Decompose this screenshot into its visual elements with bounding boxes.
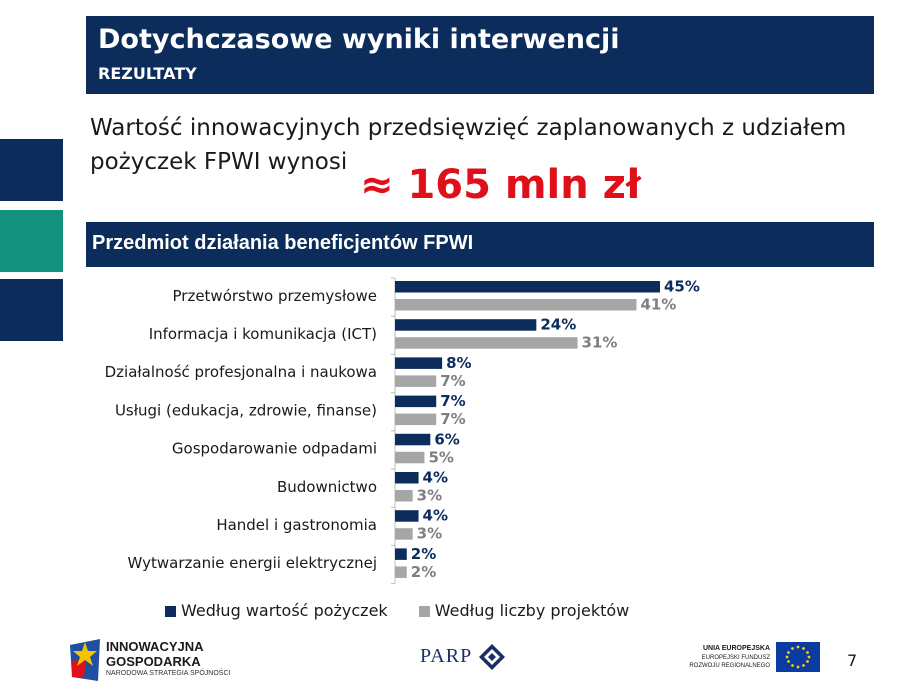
- decor-square-teal: [0, 210, 63, 272]
- data-label: 3%: [417, 487, 442, 505]
- data-label: 7%: [440, 372, 465, 390]
- data-label: 4%: [423, 507, 448, 525]
- category-label: Budownictwo: [277, 478, 377, 496]
- bar-loan-value: [395, 510, 419, 522]
- chart-legend: Według wartość pożyczek Według liczby pr…: [165, 601, 655, 620]
- intro-line-2: pożyczek FPWI wynosi: [90, 149, 348, 175]
- data-label: 24%: [540, 316, 576, 334]
- bar-loan-value: [395, 472, 419, 484]
- category-label: Działalność profesjonalna i naukowa: [105, 363, 377, 381]
- eu-fund-logo: UNIA EUROPEJSKA EUROPEJSKI FUNDUSZ ROZWO…: [689, 641, 820, 677]
- data-label: 7%: [440, 410, 465, 428]
- eu-logo-line2: EUROPEJSKI FUNDUSZ: [701, 655, 770, 661]
- legend-swatch-navy: [165, 606, 176, 617]
- legend-swatch-gray: [418, 606, 430, 617]
- decor-square-navy-top: [0, 139, 63, 201]
- bar-loan-value: [395, 395, 437, 408]
- data-label: 8%: [446, 354, 471, 372]
- section-title: Przedmiot działania beneficjentów FPWI: [92, 232, 474, 254]
- legend-item-project-count: Według liczby projektów: [418, 601, 630, 620]
- data-label: 2%: [411, 563, 436, 581]
- data-label: 45%: [664, 278, 700, 296]
- data-label: 5%: [428, 448, 453, 466]
- category-label: Informacja i komunikacja (ICT): [149, 325, 377, 343]
- bar-project-count: [395, 490, 413, 502]
- parp-emblem-icon: [479, 644, 505, 670]
- legend-label-project-count: Według liczby projektów: [434, 601, 630, 620]
- bar-project-count: [395, 451, 425, 464]
- eu-logo-line1: UNIA EUROPEJSKA: [702, 645, 770, 652]
- bar-loan-value: [395, 433, 431, 446]
- category-label: Wytwarzanie energii elektrycznej: [128, 554, 377, 572]
- data-label: 41%: [640, 296, 676, 314]
- category-label: Usługi (edukacja, zdrowie, finanse): [115, 401, 377, 419]
- decor-square-navy-bottom: [0, 279, 63, 341]
- bar-loan-value: [395, 357, 443, 369]
- data-label: 4%: [423, 469, 448, 487]
- eu-stars-icon: [785, 645, 811, 669]
- category-label: Handel i gastronomia: [216, 516, 377, 534]
- page-number: 7: [847, 651, 858, 670]
- ig-logo-icon: [70, 639, 100, 681]
- data-label: 7%: [440, 392, 465, 410]
- parp-logo-text: PARP: [420, 645, 473, 667]
- eu-flag-icon: [776, 642, 820, 672]
- ig-logo-line2: GOSPODARKA: [106, 654, 201, 669]
- bar-project-count: [395, 299, 637, 311]
- category-label: Przetwórstwo przemysłowe: [173, 287, 378, 305]
- bar-project-count: [395, 566, 407, 578]
- data-label: 2%: [411, 545, 436, 563]
- section-banner: Przedmiot działania beneficjentów FPWI: [86, 222, 874, 267]
- bar-project-count: [395, 337, 578, 349]
- data-label: 6%: [434, 430, 459, 448]
- bar-project-count: [395, 413, 437, 426]
- highlight-value: ≈ 165 mln zł: [360, 162, 641, 208]
- eu-logo-line3: ROZWOJU REGIONALNEGO: [689, 663, 770, 669]
- page-title: Dotychczasowe wyniki interwencji: [98, 24, 620, 55]
- ig-logo-line3: NARODOWA STRATEGIA SPÓJNOŚCI: [106, 670, 231, 677]
- legend-item-loan-value: Według wartość pożyczek: [165, 601, 388, 620]
- data-label: 3%: [417, 525, 442, 543]
- parp-logo: PARP: [420, 643, 510, 673]
- category-label: Gospodarowanie odpadami: [172, 440, 377, 458]
- page-subtitle: REZULTATY: [98, 64, 197, 83]
- innowacyjna-gospodarka-logo: INNOWACYJNA GOSPODARKA NARODOWA STRATEGI…: [68, 637, 248, 685]
- ig-logo-line1: INNOWACYJNA: [106, 639, 204, 654]
- bar-project-count: [395, 528, 413, 540]
- bar-loan-value: [395, 281, 660, 293]
- intro-line-1: Wartość innowacyjnych przedsięwzięć zapl…: [90, 115, 847, 141]
- data-label: 31%: [582, 334, 618, 352]
- bar-project-count: [395, 375, 437, 387]
- bar-loan-value: [395, 548, 407, 560]
- legend-label-loan-value: Według wartość pożyczek: [181, 601, 388, 620]
- bar-loan-value: [395, 319, 537, 331]
- header-banner: Dotychczasowe wyniki interwencji REZULTA…: [86, 16, 874, 94]
